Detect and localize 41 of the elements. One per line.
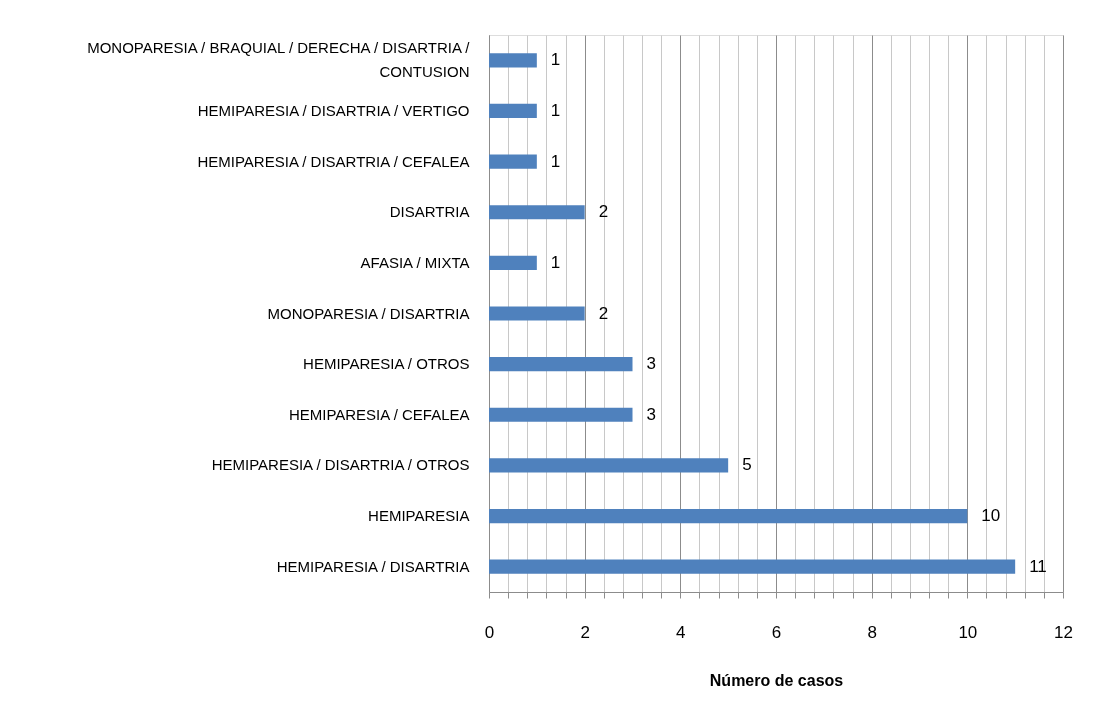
y-tick-label: MONOPARESIA / BRAQUIAL / DERECHA / DISARTRIA / CONTUSION (87, 39, 471, 81)
data-label: 1 (550, 151, 561, 171)
x-tick-label: 0 (484, 622, 495, 642)
data-label: 11 (1029, 556, 1047, 576)
y-tick-label: HEMIPARESIA / OTROS (303, 355, 470, 373)
x-tick-label: 4 (676, 622, 686, 642)
data-label: 1 (550, 252, 561, 272)
y-tick-label: HEMIPARESIA / DISARTRIA / OTROS (211, 456, 470, 474)
data-label: 10 (981, 506, 1001, 526)
data-label: 3 (646, 404, 656, 424)
y-tick-label: MONOPARESIA / DISARTRIA (267, 304, 470, 322)
y-tick-label: DISARTRIA (389, 203, 470, 221)
bar (489, 508, 968, 524)
y-tick-label: HEMIPARESIA / CEFALEA (288, 405, 470, 423)
bar (489, 407, 633, 422)
bar (489, 103, 537, 119)
y-tick-label: AFASIA / MIXTA (360, 253, 470, 271)
data-label: 2 (598, 202, 609, 222)
x-tick-label: 10 (958, 622, 978, 642)
y-tick-label: HEMIPARESIA / DISARTRIA / VERTIGO (197, 101, 470, 119)
bar (489, 306, 585, 321)
data-label: 3 (646, 354, 656, 374)
bar (489, 154, 537, 169)
bar (489, 205, 585, 220)
data-label: 5 (742, 455, 752, 475)
y-tick-label: HEMIPARESIA (368, 507, 470, 525)
x-tick-label: 6 (771, 622, 782, 642)
bar (489, 458, 729, 473)
x-tick-label: 12 (1054, 622, 1073, 642)
bar (489, 255, 537, 270)
y-tick-label: HEMIPARESIA / DISARTRIA / CEFALEA (197, 152, 470, 170)
x-axis-title: Número de casos (709, 671, 844, 689)
bar (489, 559, 1016, 574)
data-label: 1 (550, 50, 561, 70)
x-tick-label: 2 (580, 622, 590, 642)
x-tick-label: 8 (867, 622, 877, 642)
data-label: 1 (550, 100, 561, 120)
bar (489, 53, 537, 68)
data-label: 2 (598, 303, 609, 323)
y-tick-label: HEMIPARESIA / DISARTRIA (276, 557, 470, 575)
bar (489, 357, 633, 372)
